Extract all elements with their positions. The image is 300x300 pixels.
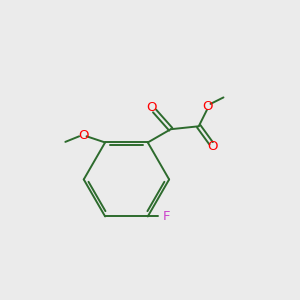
Text: O: O xyxy=(146,101,156,114)
Text: O: O xyxy=(207,140,218,153)
Text: F: F xyxy=(163,210,170,223)
Text: O: O xyxy=(78,129,88,142)
Text: O: O xyxy=(202,100,213,113)
